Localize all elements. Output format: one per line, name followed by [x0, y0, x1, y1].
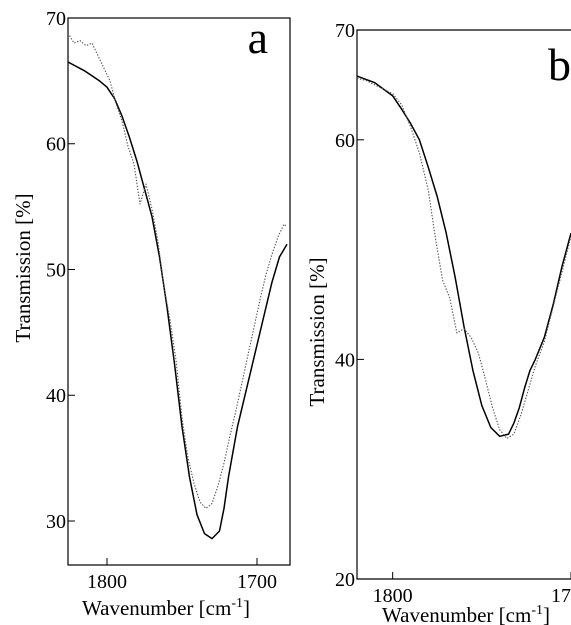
panel-b-series-dotted-line: [357, 77, 571, 440]
panel-b-frame: [356, 29, 571, 580]
panel-a-x-axis-title: Wavenumber [cm-1]: [82, 596, 250, 620]
panel-b-y-axis-title: Transmission [%]: [305, 257, 329, 406]
panel-a-x-tick-label: 1700: [237, 571, 277, 593]
panel-b-y-tick-label: 60: [335, 130, 355, 152]
panel-a-y-axis-title: Transmission [%]: [11, 193, 35, 342]
panel-a-y-tick-label: 70: [46, 8, 66, 30]
panel-a-y-tick-label: 60: [46, 134, 66, 156]
panel-a-y-tick-label: 40: [46, 385, 66, 407]
panel-a-y-tick-label: 50: [46, 259, 66, 281]
panel-b-series-solid-line: [357, 75, 571, 438]
panel-b: Transmission [%] Wavenumber [cm-1] b 20 4…: [305, 20, 571, 625]
panel-a-series-solid-line: [67, 61, 288, 540]
panel-a-y-tick-label: 30: [46, 511, 66, 533]
panel-a-x-tick-label: 1800: [87, 571, 127, 593]
panel-b-y-tick-label: 20: [335, 569, 355, 591]
panel-a: Transmission [%] Wavenumber [cm-1] a 30 4…: [11, 8, 291, 620]
panel-b-letter: b: [548, 39, 571, 90]
panel-a-series-dotted-line: [67, 32, 288, 509]
panel-b-x-tick-label: 1800: [373, 585, 413, 607]
panel-b-y-tick-label: 40: [335, 349, 355, 371]
panel-b-x-tick-label: 1700: [551, 585, 571, 607]
panel-a-letter: a: [248, 12, 268, 63]
panel-b-y-tick-label: 70: [335, 20, 355, 42]
panel-a-frame: [67, 17, 291, 566]
panel-b-x-axis-title: Wavenumber [cm-1]: [382, 603, 550, 625]
